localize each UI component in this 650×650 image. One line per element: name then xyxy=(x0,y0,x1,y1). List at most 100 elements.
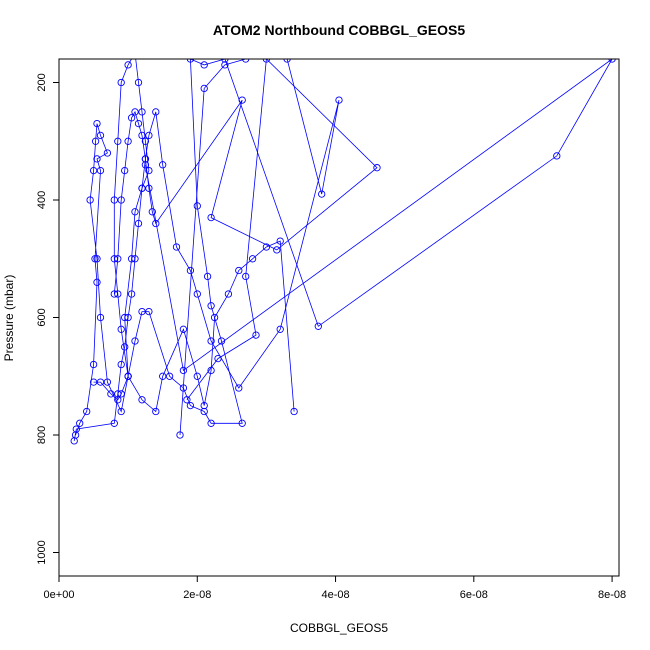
y-tick-label: 200 xyxy=(36,73,48,91)
data-point xyxy=(96,313,105,322)
data-point xyxy=(110,290,118,298)
data-point xyxy=(96,378,105,386)
data-point xyxy=(131,337,139,345)
data-point xyxy=(103,149,112,157)
data-point xyxy=(152,407,160,416)
data-point xyxy=(141,137,150,145)
data-point xyxy=(124,372,132,380)
y-tick-label: 600 xyxy=(36,308,48,326)
data-point xyxy=(124,313,132,322)
data-point xyxy=(183,396,191,404)
data-point xyxy=(159,161,167,169)
data-point xyxy=(93,119,101,128)
data-point xyxy=(131,255,139,263)
series-line-3 xyxy=(113,59,378,401)
data-point xyxy=(110,419,118,427)
data-point xyxy=(186,266,195,275)
x-tick-label: 2e-08 xyxy=(183,589,211,601)
data-point xyxy=(83,407,91,416)
data-point xyxy=(70,437,78,445)
data-point xyxy=(93,278,101,286)
data-point xyxy=(221,61,229,69)
data-point xyxy=(242,59,250,63)
data-point xyxy=(141,155,150,163)
data-point xyxy=(86,196,94,204)
data-point xyxy=(93,155,101,163)
data-point xyxy=(96,131,105,140)
data-point xyxy=(145,166,153,175)
data-point xyxy=(96,166,105,175)
data-point xyxy=(138,307,146,316)
data-point xyxy=(210,313,219,322)
data-point xyxy=(121,166,129,175)
data-point xyxy=(93,255,101,263)
data-point xyxy=(138,184,146,192)
data-point xyxy=(283,59,291,63)
data-point xyxy=(131,208,139,216)
data-point xyxy=(127,290,136,298)
data-point xyxy=(152,219,160,228)
data-point xyxy=(138,396,146,404)
data-point xyxy=(114,255,122,263)
data-point xyxy=(127,114,136,122)
data-point xyxy=(145,184,153,192)
data-point xyxy=(200,407,208,416)
data-point xyxy=(117,325,125,333)
data-point xyxy=(314,322,322,330)
data-point xyxy=(117,390,125,398)
data-point xyxy=(553,152,561,160)
data-point xyxy=(110,196,118,204)
data-point xyxy=(114,137,122,145)
data-point xyxy=(179,384,188,392)
x-tick-label: 4e-08 xyxy=(321,589,349,601)
data-point xyxy=(76,419,84,427)
data-point xyxy=(193,202,201,210)
x-axis: 0e+00 2e-08 4e-08 6e-08 8e-08 xyxy=(44,575,626,601)
data-point xyxy=(224,290,233,298)
data-point xyxy=(124,137,132,145)
data-point xyxy=(252,331,260,339)
data-point xyxy=(152,108,160,116)
data-point xyxy=(107,390,115,398)
data-point xyxy=(318,190,326,198)
data-point xyxy=(200,401,208,410)
data-point xyxy=(134,119,143,128)
data-point xyxy=(203,272,212,281)
data-point xyxy=(138,108,146,116)
data-point xyxy=(89,360,98,369)
data-point xyxy=(373,164,381,172)
data-point xyxy=(262,243,271,251)
data-point xyxy=(72,425,80,433)
data-point xyxy=(172,243,181,251)
data-point xyxy=(186,59,195,63)
data-point xyxy=(179,325,188,333)
data-point xyxy=(200,84,208,93)
data-point xyxy=(242,272,250,281)
data-point xyxy=(290,407,298,416)
data-point xyxy=(207,337,215,345)
data-point xyxy=(235,384,243,392)
data-point xyxy=(186,401,195,410)
data-point xyxy=(207,302,215,310)
data-point xyxy=(121,343,129,351)
data-point xyxy=(91,137,100,145)
data-point xyxy=(193,372,201,380)
data-point xyxy=(235,266,243,275)
data-point xyxy=(276,237,284,245)
data-point xyxy=(159,372,167,380)
data-point xyxy=(221,59,229,63)
x-axis-label: COBBGL_GEOS5 xyxy=(290,621,388,635)
data-point xyxy=(117,78,125,87)
data-point xyxy=(103,378,112,386)
data-point xyxy=(117,360,125,369)
data-point xyxy=(176,431,184,439)
data-point xyxy=(117,407,125,416)
y-tick-label: 400 xyxy=(36,191,48,209)
data-point xyxy=(148,208,156,216)
x-tick-label: 0e+00 xyxy=(44,589,75,601)
data-point xyxy=(207,213,215,222)
data-point xyxy=(262,59,271,63)
y-tick-label: 1000 xyxy=(36,540,48,564)
